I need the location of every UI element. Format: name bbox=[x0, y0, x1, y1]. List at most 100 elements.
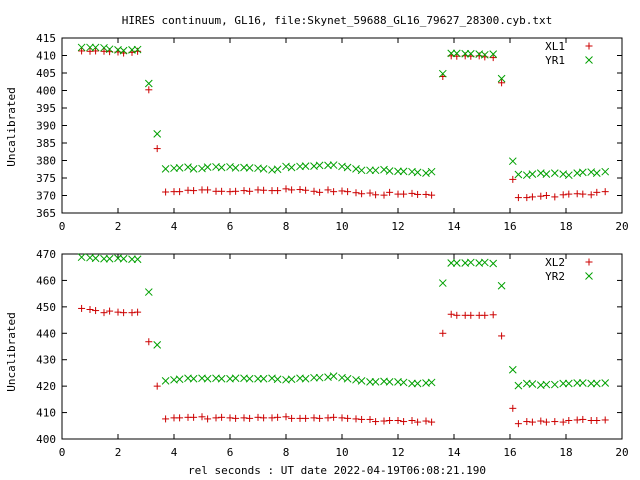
data-point bbox=[161, 165, 170, 173]
data-point bbox=[217, 163, 226, 172]
data-point bbox=[162, 415, 170, 423]
data-point bbox=[508, 157, 517, 166]
data-point bbox=[466, 49, 475, 58]
x-tick-label: 0 bbox=[59, 446, 66, 459]
data-point bbox=[358, 415, 366, 423]
data-point bbox=[302, 414, 310, 422]
data-point bbox=[565, 417, 573, 424]
data-point bbox=[565, 190, 573, 198]
data-point bbox=[301, 374, 310, 383]
data-point bbox=[380, 191, 388, 199]
x-tick-label: 18 bbox=[559, 220, 572, 233]
data-point bbox=[372, 418, 380, 426]
data-point bbox=[447, 259, 456, 267]
y-tick-label: 385 bbox=[36, 137, 56, 150]
data-point bbox=[461, 49, 470, 58]
data-point bbox=[601, 416, 609, 424]
data-point bbox=[316, 188, 324, 196]
data-point bbox=[352, 415, 360, 423]
y-tick-label: 470 bbox=[36, 248, 56, 261]
data-point bbox=[400, 190, 408, 198]
data-point bbox=[579, 415, 587, 423]
data-point bbox=[344, 414, 352, 422]
data-point bbox=[226, 414, 234, 422]
data-point bbox=[489, 54, 497, 62]
legend-label: YR1 bbox=[545, 54, 565, 67]
data-point bbox=[542, 380, 551, 389]
data-point bbox=[153, 130, 162, 138]
data-point bbox=[246, 414, 254, 422]
data-point bbox=[564, 171, 573, 180]
data-point bbox=[310, 414, 318, 422]
data-point bbox=[413, 379, 422, 388]
data-point bbox=[358, 190, 366, 198]
data-point bbox=[550, 380, 559, 389]
y-tick-label: 375 bbox=[36, 172, 56, 185]
chart-title: HIRES continuum, GL16, file:Skynet_59688… bbox=[122, 14, 552, 27]
data-point bbox=[145, 86, 153, 94]
data-point bbox=[438, 69, 447, 78]
data-point bbox=[542, 170, 551, 179]
x-tick-label: 6 bbox=[227, 220, 234, 233]
data-point bbox=[260, 186, 268, 194]
data-point bbox=[573, 379, 582, 387]
data-point bbox=[198, 164, 206, 173]
data-point bbox=[145, 338, 153, 346]
x-tick-label: 6 bbox=[227, 446, 234, 459]
y-tick-label: 390 bbox=[36, 120, 56, 133]
data-point bbox=[282, 185, 290, 193]
data-point bbox=[232, 187, 240, 195]
data-point bbox=[190, 413, 198, 421]
series-yr2 bbox=[77, 253, 610, 390]
data-point bbox=[316, 414, 324, 422]
series-yr1 bbox=[77, 43, 610, 180]
data-point bbox=[550, 169, 559, 177]
y-tick-label: 460 bbox=[36, 274, 56, 287]
data-point bbox=[601, 167, 610, 176]
data-point bbox=[212, 414, 220, 422]
x-tick-label: 4 bbox=[171, 446, 178, 459]
data-point bbox=[601, 379, 610, 387]
data-point bbox=[564, 379, 573, 388]
data-point bbox=[489, 259, 498, 268]
data-point bbox=[497, 74, 506, 83]
data-point bbox=[528, 170, 537, 179]
y-tick-label: 400 bbox=[36, 433, 56, 446]
x-tick-label: 4 bbox=[171, 220, 178, 233]
data-point bbox=[189, 165, 198, 173]
x-tick-label: 0 bbox=[59, 220, 66, 233]
data-point bbox=[578, 379, 587, 387]
y-axis-label-bottom: Uncalibrated bbox=[5, 312, 18, 391]
data-point bbox=[91, 254, 100, 263]
data-point bbox=[218, 413, 226, 421]
data-point bbox=[254, 374, 262, 383]
legend-label: XL2 bbox=[545, 256, 565, 269]
data-point bbox=[133, 45, 142, 54]
data-point bbox=[481, 311, 489, 319]
data-point bbox=[268, 414, 276, 422]
data-point bbox=[282, 413, 290, 421]
data-point bbox=[78, 304, 86, 312]
data-point bbox=[592, 379, 601, 388]
data-point bbox=[301, 162, 310, 170]
legend-marker bbox=[585, 56, 593, 64]
data-point bbox=[428, 418, 436, 426]
data-point bbox=[578, 168, 587, 177]
data-point bbox=[315, 373, 324, 382]
data-point bbox=[593, 188, 601, 196]
y-tick-label: 405 bbox=[36, 67, 56, 80]
data-point bbox=[106, 307, 114, 315]
top-plot-panel: 365 370 375 380 385 390 395 400 405 410 415 0 2 4 6 8 10… bbox=[36, 32, 629, 233]
data-point bbox=[480, 258, 489, 267]
data-point bbox=[119, 46, 128, 55]
data-point bbox=[408, 189, 416, 197]
series-xl2 bbox=[78, 304, 609, 428]
data-point bbox=[385, 378, 394, 386]
data-point bbox=[114, 308, 122, 316]
data-point bbox=[489, 311, 497, 319]
data-point bbox=[343, 163, 352, 172]
plot-frame bbox=[61, 253, 623, 440]
data-point bbox=[315, 161, 324, 170]
x-tick-label: 18 bbox=[559, 446, 572, 459]
